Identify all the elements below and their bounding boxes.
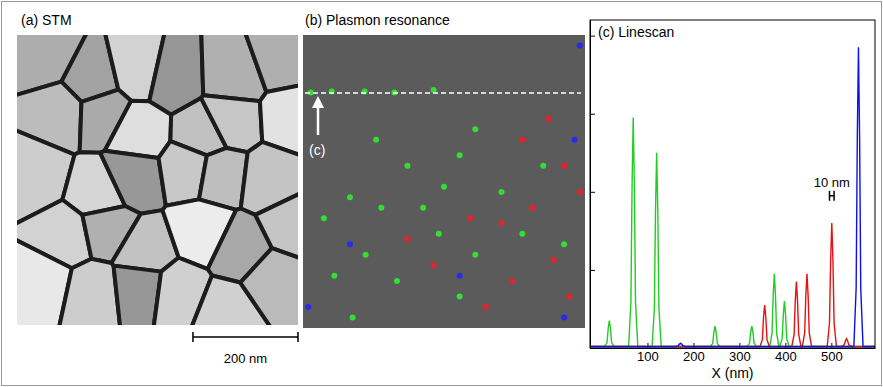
x-tick-mark (831, 343, 832, 348)
grain (59, 259, 121, 325)
spot (472, 126, 478, 132)
spot (551, 257, 557, 263)
spot (545, 116, 551, 122)
spot (498, 189, 504, 195)
spot (577, 189, 583, 195)
panel-title: (a) STM (21, 12, 72, 28)
spot (420, 205, 426, 211)
spots (305, 42, 583, 320)
x-tick-mark (739, 343, 740, 348)
spot (457, 152, 463, 158)
figure-frame (2, 2, 882, 386)
linescan-label: (c) (309, 142, 325, 158)
x-tick-label: 300 (729, 349, 751, 364)
spot (509, 278, 515, 284)
y-axis (590, 21, 595, 349)
y-tick (590, 36, 595, 37)
y-tick-mark (590, 114, 595, 115)
panel-title: (b) Plasmon resonance (305, 12, 450, 28)
spot (321, 215, 327, 221)
figure: (a) STM 200 nm (b) Plasmon resonance (c) 100… (0, 0, 883, 387)
y-tick-mark (590, 192, 595, 193)
x-tick-mark (693, 343, 694, 348)
plasmon-background (303, 35, 585, 328)
linescan-line (305, 92, 581, 94)
plasmon-image: (c) (303, 35, 585, 328)
scale-bar-label: 200 nm (224, 351, 267, 366)
y-tick (590, 270, 595, 271)
x-tick-label: 200 (683, 349, 705, 364)
annotation-label: 10 nm (814, 175, 850, 190)
spot (498, 220, 504, 226)
spot (561, 241, 567, 247)
spot (431, 262, 437, 268)
series-line (590, 118, 875, 347)
spot (404, 236, 410, 242)
spot (472, 252, 478, 258)
x-axis-title: X (nm) (712, 365, 754, 381)
spot (373, 137, 379, 143)
stm-image (17, 35, 298, 325)
grain (244, 35, 298, 92)
spot (519, 137, 525, 143)
x-tick-label: 400 (775, 349, 797, 364)
grain (240, 248, 298, 325)
y-tick-mark (590, 270, 595, 271)
grain (105, 101, 171, 158)
spot (404, 163, 410, 169)
spot (363, 252, 369, 258)
spot (331, 273, 337, 279)
grain (100, 151, 166, 214)
y-tick (590, 114, 595, 115)
spot (561, 163, 567, 169)
x-tick-label: 500 (821, 349, 843, 364)
arrow-shaft (317, 105, 320, 135)
x-tick-mark (647, 343, 648, 348)
spot (577, 42, 583, 48)
spot (540, 163, 546, 169)
spot (305, 304, 311, 310)
chart-title: (c) Linescan (598, 24, 674, 40)
spot (347, 241, 353, 247)
spot (394, 278, 400, 284)
y-tick (590, 192, 595, 193)
spot (441, 184, 447, 190)
series-line (590, 223, 875, 346)
spot (467, 215, 473, 221)
plot-background (590, 20, 875, 348)
spot (566, 294, 572, 300)
spot (436, 231, 442, 237)
spot (378, 205, 384, 211)
spot (483, 304, 489, 310)
spot (519, 231, 525, 237)
plot-frame (590, 20, 875, 348)
spot (457, 294, 463, 300)
spot (572, 137, 578, 143)
spot (347, 194, 353, 200)
spot (457, 273, 463, 279)
arrow-head (312, 96, 324, 108)
y-tick-mark (590, 36, 595, 37)
grain (201, 95, 262, 152)
series-line (590, 47, 875, 346)
spot (431, 87, 437, 93)
spot (530, 205, 536, 211)
spot (350, 315, 356, 321)
spot (561, 315, 567, 321)
lines (590, 47, 875, 346)
annotation-bracket (829, 191, 834, 201)
scale-bar: 200 nm (193, 332, 298, 366)
x-tick-label: 100 (637, 349, 659, 364)
scale-bar-line (193, 332, 298, 342)
x-tick-mark (785, 343, 786, 348)
